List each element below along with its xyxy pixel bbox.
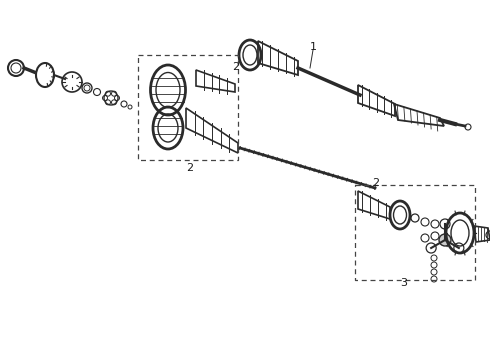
Text: 2: 2 — [372, 178, 379, 188]
Text: 1: 1 — [310, 42, 317, 52]
Text: 3: 3 — [400, 278, 407, 288]
Text: 2: 2 — [186, 163, 193, 173]
Circle shape — [439, 234, 451, 246]
Text: 2: 2 — [232, 62, 239, 72]
